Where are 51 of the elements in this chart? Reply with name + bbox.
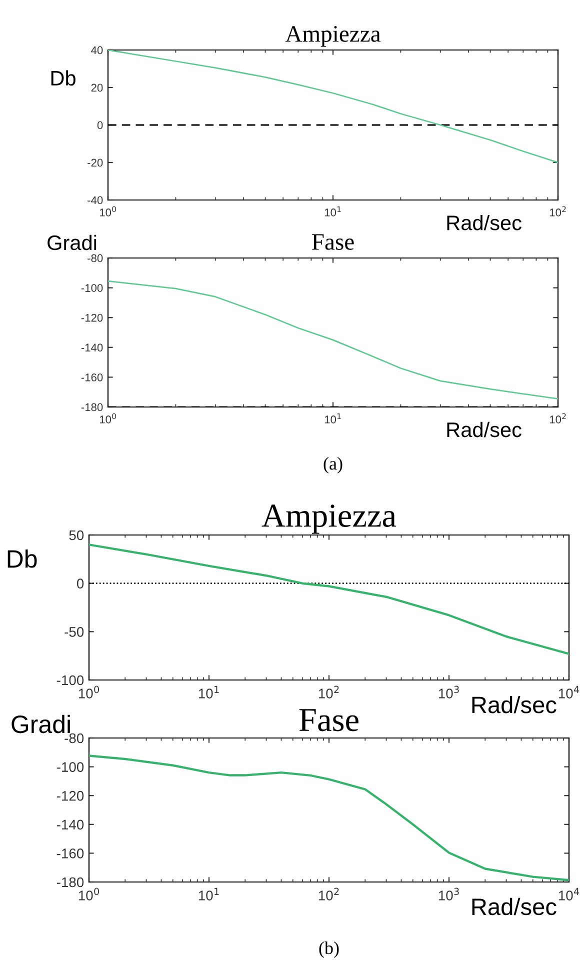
x-tick-label: 10$^{1}$ <box>198 686 219 698</box>
y-axis-title: Gradi <box>12 714 70 734</box>
y-tick-label: -50 <box>64 627 84 637</box>
y-tick-label: -80 <box>64 733 84 744</box>
y-tick-label: -100 <box>81 284 103 292</box>
x-axis-title: Rad/sec <box>447 422 522 438</box>
y-tick-label: -160 <box>56 848 84 858</box>
x-tick-label: 10$^{0}$ <box>100 413 116 424</box>
x-tick-label: 10$^{3}$ <box>438 686 459 698</box>
y-tick-label: -80 <box>88 254 103 262</box>
x-axis-title: Rad/sec <box>472 696 556 714</box>
x-tick-label: 10$^{2}$ <box>318 686 339 698</box>
x-tick-label: 10$^{0}$ <box>100 206 116 216</box>
y-tick-label: -120 <box>81 314 103 322</box>
y-tick-label: 50 <box>69 530 84 540</box>
x-tick-label: 10$^{2}$ <box>318 888 339 900</box>
y-tick-label: -140 <box>81 344 103 352</box>
y-axis-title: Db <box>8 549 37 568</box>
y-tick-label: 0 <box>97 121 103 130</box>
y-tick-label: -40 <box>88 196 103 204</box>
x-tick-label: 10$^{0}$ <box>78 888 100 900</box>
chart-title: Fase <box>299 709 358 732</box>
text: (a) <box>324 457 342 474</box>
y-tick-label: -20 <box>88 158 103 167</box>
y-tick-label: -100 <box>56 675 84 686</box>
y-tick-label: -120 <box>56 790 84 801</box>
x-axis-title: Rad/sec <box>447 215 522 230</box>
x-tick-label: 10$^{3}$ <box>438 888 459 900</box>
x-tick-label: 10$^{2}$ <box>550 206 566 216</box>
x-tick-label: 10$^{1}$ <box>198 888 219 900</box>
y-tick-label: -180 <box>56 877 84 888</box>
x-tick-label: 10$^{1}$ <box>324 413 341 424</box>
chart-title: Fase <box>312 234 354 250</box>
x-tick-label: 10$^{1}$ <box>324 206 341 216</box>
y-tick-label: 40 <box>91 46 103 54</box>
y-axis-title: Db <box>51 70 76 86</box>
text: (b) <box>319 941 339 958</box>
chart-title: Ampiezza <box>285 26 381 47</box>
x-tick-label: 10$^{4}$ <box>558 686 580 698</box>
y-tick-label: 20 <box>91 84 103 92</box>
x-tick-label: 10$^{4}$ <box>558 888 580 900</box>
y-tick-label: -100 <box>56 762 84 772</box>
x-tick-label: 10$^{0}$ <box>78 686 100 698</box>
x-axis-title: Rad/sec <box>472 898 556 916</box>
y-axis-title: Gradi <box>48 234 96 250</box>
chart-title: Ampiezza <box>262 504 396 534</box>
x-tick-label: 10$^{2}$ <box>550 413 566 424</box>
y-tick-label: -180 <box>81 403 103 412</box>
y-tick-label: -140 <box>56 820 84 830</box>
y-tick-label: -160 <box>81 373 103 382</box>
y-tick-label: 0 <box>76 578 84 589</box>
